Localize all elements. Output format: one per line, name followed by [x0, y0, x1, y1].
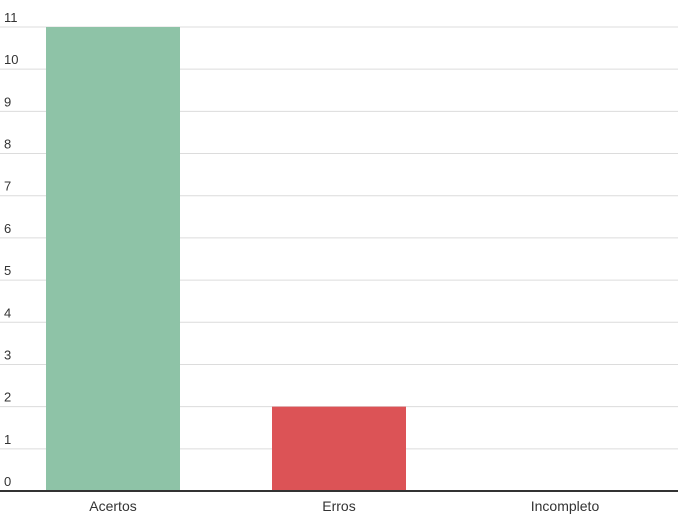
bars — [46, 27, 406, 491]
y-tick-label-8: 8 — [4, 137, 11, 152]
y-tick-label-6: 6 — [4, 221, 11, 236]
y-tick-label-2: 2 — [4, 390, 11, 405]
y-tick-label-5: 5 — [4, 263, 11, 278]
y-tick-label-11: 11 — [4, 10, 18, 25]
bar-erros — [272, 406, 406, 491]
bar-acertos — [46, 27, 180, 491]
y-tick-label-9: 9 — [4, 94, 11, 109]
y-tick-label-3: 3 — [4, 347, 11, 362]
y-tick-label-1: 1 — [4, 432, 11, 447]
y-tick-label-7: 7 — [4, 179, 11, 194]
y-tick-label-10: 10 — [4, 52, 18, 67]
x-axis-labels: Acertos Erros Incompleto — [89, 498, 599, 514]
y-tick-label-4: 4 — [4, 305, 11, 320]
y-tick-label-0: 0 — [4, 474, 11, 489]
y-axis-ticks: 0 1 2 3 4 5 6 7 8 9 10 11 — [4, 10, 18, 489]
x-tick-label-acertos: Acertos — [89, 498, 136, 514]
x-tick-label-incompleto: Incompleto — [531, 498, 600, 514]
x-tick-label-erros: Erros — [322, 498, 355, 514]
